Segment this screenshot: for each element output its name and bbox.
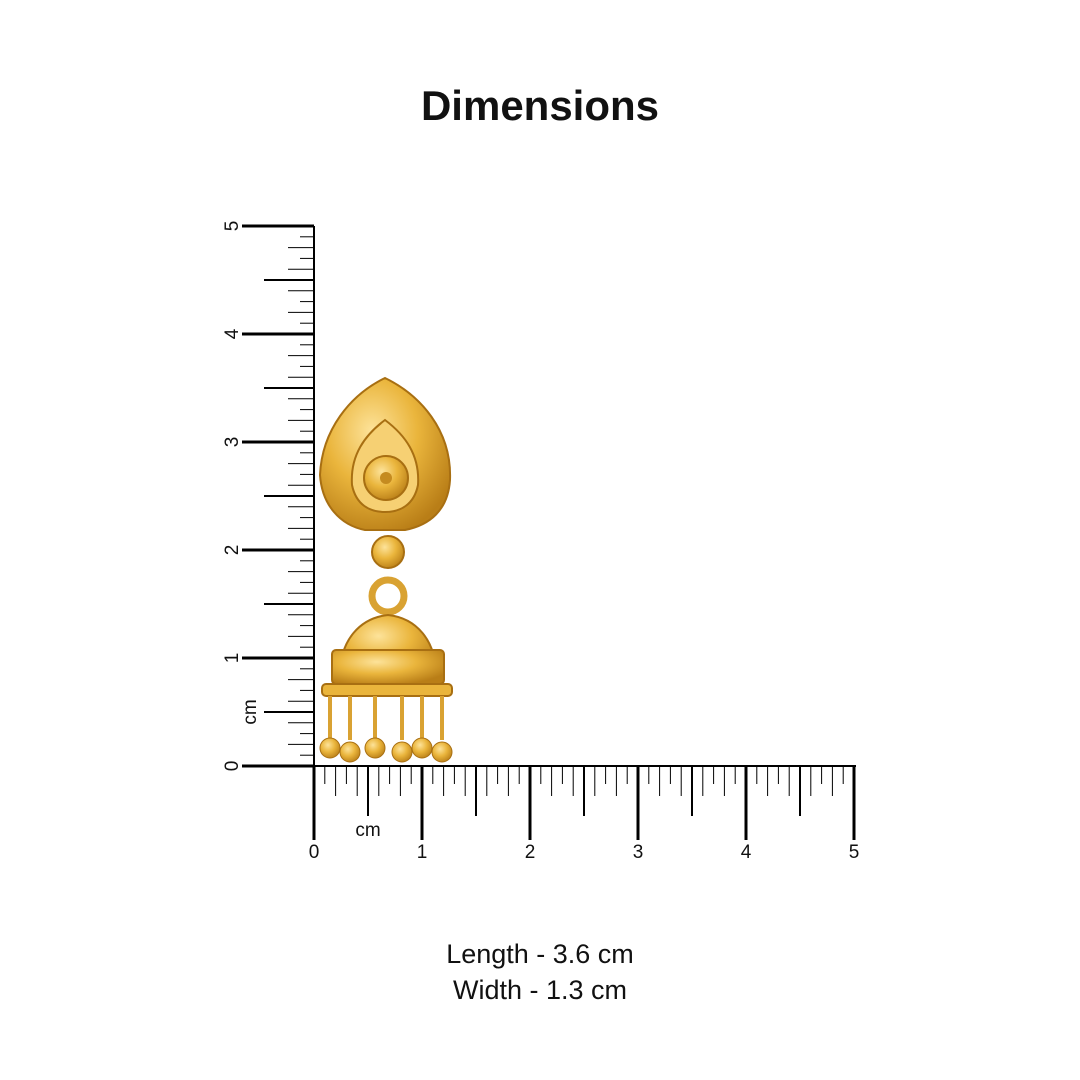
horizontal-tick-label: 1 xyxy=(417,842,428,863)
horizontal-tick-label: 2 xyxy=(525,842,536,863)
vertical-tick-label: 1 xyxy=(222,653,243,664)
bell xyxy=(319,737,341,759)
vertical-unit-label: cm xyxy=(240,699,261,724)
vertical-tick-label: 0 xyxy=(222,761,243,772)
ruler: 0 1 2 3 4 5 0 1 2 3 4 5 xyxy=(222,221,859,863)
horizontal-tick-label: 4 xyxy=(741,842,752,863)
bell xyxy=(431,741,453,763)
measurements: Length - 3.6 cm Width - 1.3 cm xyxy=(0,936,1080,1008)
horizontal-tick-label: 3 xyxy=(633,842,644,863)
length-text: Length - 3.6 cm xyxy=(446,939,634,969)
bell xyxy=(391,741,413,763)
vertical-tick-label: 2 xyxy=(222,545,243,556)
bell xyxy=(364,737,386,759)
vertical-tick-label: 4 xyxy=(222,328,243,339)
vertical-tick-label: 3 xyxy=(222,437,243,448)
horizontal-unit-label: cm xyxy=(355,820,380,841)
bell xyxy=(339,741,361,763)
width-text: Width - 1.3 cm xyxy=(452,975,628,1005)
bell xyxy=(411,737,433,759)
page-title: Dimensions xyxy=(420,82,660,129)
horizontal-tick-label: 0 xyxy=(309,842,320,863)
vertical-tick-label: 5 xyxy=(222,221,243,232)
horizontal-tick-label: 5 xyxy=(849,842,860,863)
earring-image xyxy=(318,376,453,763)
